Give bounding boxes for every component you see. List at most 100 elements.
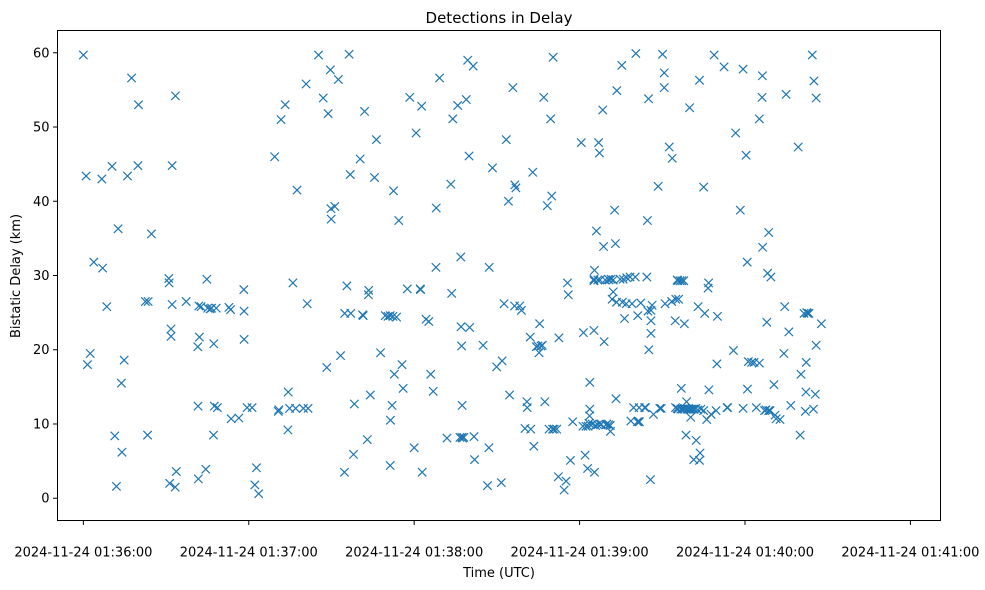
data-point	[795, 430, 805, 440]
y-tick-label: 20	[33, 343, 50, 358]
data-point	[85, 348, 95, 359]
data-point	[779, 348, 789, 359]
data-point	[559, 485, 569, 495]
data-point	[371, 135, 382, 145]
data-point	[424, 316, 434, 327]
y-tick-label: 30	[33, 269, 50, 284]
data-point	[775, 414, 785, 425]
data-point	[769, 380, 779, 390]
data-point	[807, 50, 817, 60]
data-point	[696, 404, 706, 414]
data-point	[358, 310, 368, 321]
data-point	[388, 186, 399, 196]
data-point	[107, 161, 117, 171]
chart-title: Detections in Delay	[426, 9, 573, 27]
data-point	[679, 276, 689, 286]
data-point	[548, 52, 558, 62]
data-point	[742, 257, 752, 267]
data-point	[202, 274, 212, 284]
data-point	[598, 241, 609, 252]
data-point	[194, 301, 204, 311]
data-point	[143, 296, 153, 307]
data-point	[738, 64, 748, 74]
data-point	[552, 424, 562, 434]
data-point	[802, 308, 813, 318]
data-point	[593, 420, 603, 430]
data-point	[508, 83, 518, 93]
data-point	[359, 106, 370, 117]
data-point	[344, 49, 354, 59]
data-point	[280, 100, 290, 110]
data-point	[239, 284, 249, 295]
data-point	[642, 272, 652, 282]
data-point	[303, 403, 313, 414]
x-tick-label: 2024-11-24 01:38:00	[345, 546, 483, 561]
data-point	[201, 464, 211, 474]
data-point	[584, 418, 594, 428]
x-tick-label: 2024-11-24 01:37:00	[180, 546, 318, 561]
data-point	[510, 180, 520, 190]
data-point	[206, 303, 217, 313]
data-point	[667, 153, 677, 163]
data-point	[609, 205, 620, 215]
data-point	[461, 94, 471, 105]
data-point	[193, 342, 203, 352]
data-point	[504, 390, 515, 400]
data-point	[742, 384, 753, 394]
data-point	[167, 160, 177, 171]
data-point	[499, 299, 509, 309]
data-point	[363, 290, 374, 300]
data-point	[542, 201, 552, 211]
data-point	[585, 377, 595, 388]
data-point	[225, 305, 236, 315]
data-point	[640, 403, 651, 413]
data-point	[643, 94, 654, 104]
data-point	[387, 400, 397, 411]
data-point	[323, 109, 333, 119]
data-point	[539, 92, 549, 102]
data-point	[576, 137, 586, 148]
data-point	[464, 151, 474, 161]
data-point	[385, 460, 395, 471]
data-point	[645, 475, 656, 485]
data-point	[582, 463, 593, 474]
data-point	[167, 299, 177, 310]
data-point	[731, 128, 741, 138]
data-point	[754, 358, 764, 368]
data-point	[113, 224, 123, 234]
data-point	[170, 91, 181, 101]
data-point	[712, 359, 722, 369]
data-point	[333, 74, 343, 85]
data-point	[142, 430, 153, 440]
data-point	[211, 303, 221, 313]
data-point	[633, 310, 643, 321]
data-point	[689, 404, 699, 414]
data-point	[164, 278, 174, 288]
data-point	[593, 275, 603, 285]
data-point	[122, 171, 133, 181]
data-point	[632, 417, 643, 427]
data-point	[684, 103, 695, 113]
y-tick-label: 50	[33, 121, 50, 136]
data-point	[251, 463, 262, 473]
data-point	[656, 403, 666, 414]
data-point	[653, 181, 663, 192]
data-point	[546, 114, 556, 124]
data-point	[673, 294, 684, 304]
data-point	[636, 298, 646, 308]
data-point	[405, 92, 415, 102]
data-point	[330, 201, 340, 212]
data-point	[568, 417, 578, 427]
data-point	[686, 412, 696, 422]
data-point	[140, 296, 151, 307]
data-point	[146, 229, 157, 239]
data-point	[610, 238, 621, 249]
data-point	[482, 480, 493, 491]
data-point	[283, 387, 293, 397]
data-point	[553, 472, 563, 482]
data-point	[706, 409, 716, 419]
data-point	[809, 76, 819, 86]
data-point	[97, 174, 107, 184]
data-point	[325, 65, 336, 75]
data-point	[298, 403, 308, 414]
